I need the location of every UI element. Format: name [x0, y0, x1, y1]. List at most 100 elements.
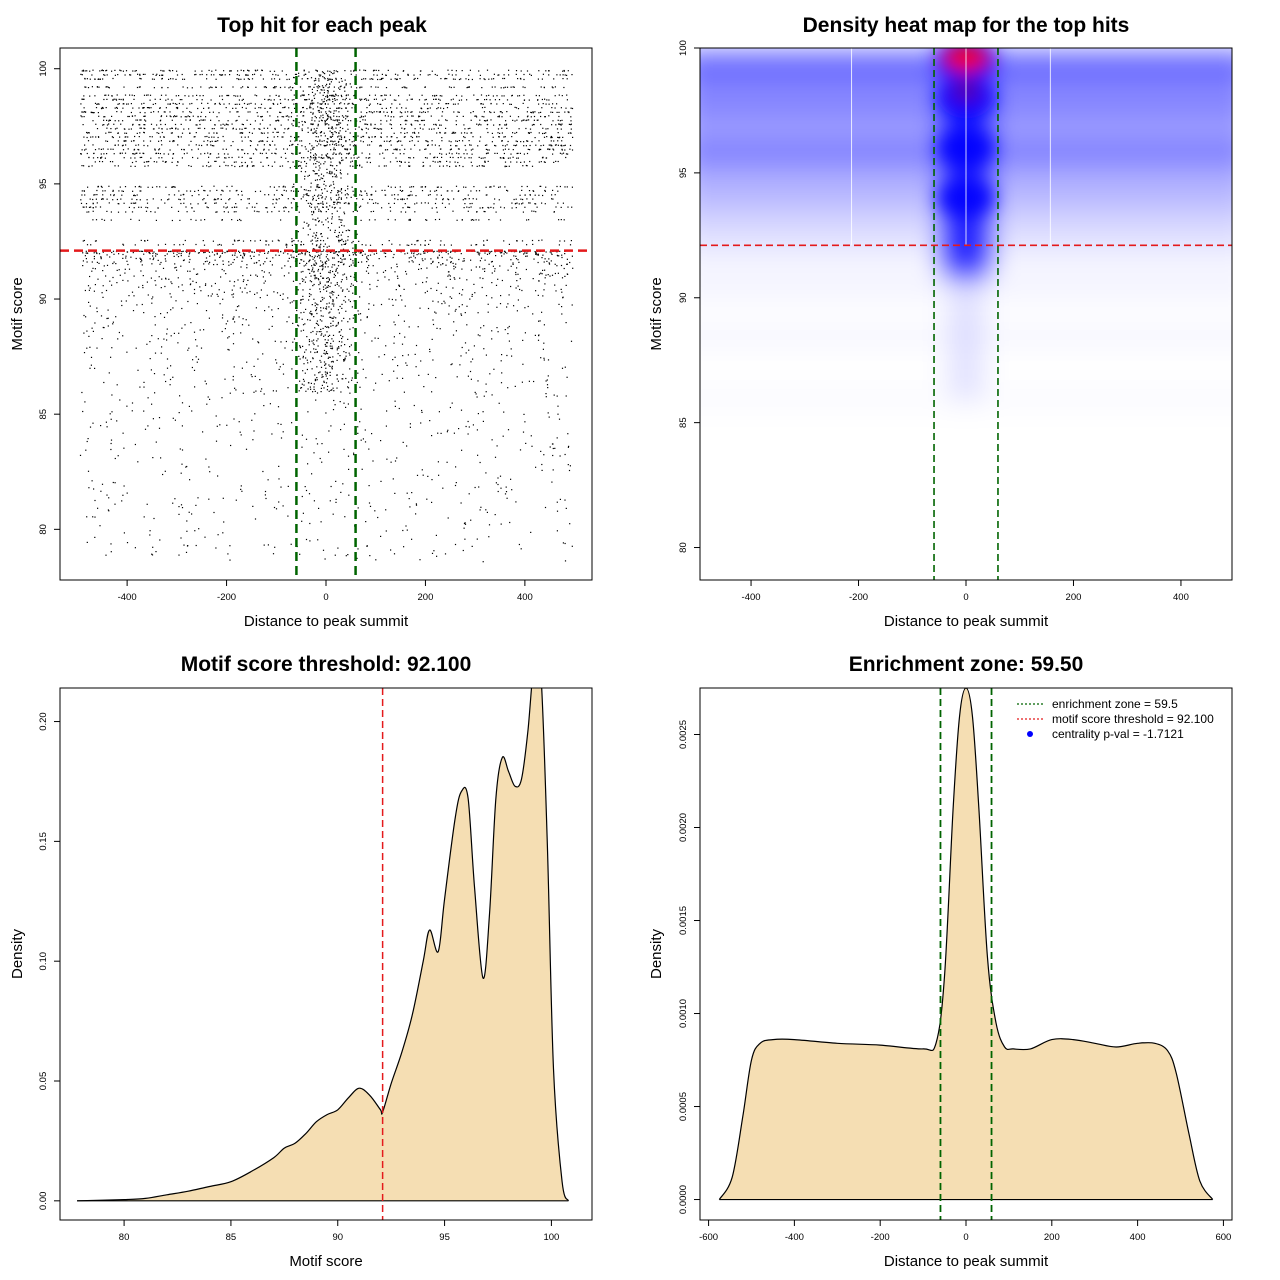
- scatter-point: [293, 103, 295, 105]
- scatter-point: [534, 194, 536, 196]
- scatter-point: [205, 116, 207, 118]
- scatter-point: [114, 457, 116, 460]
- scatter-point: [333, 276, 335, 278]
- scatter-point: [313, 95, 315, 97]
- scatter-point: [273, 206, 276, 208]
- scatter-point: [370, 211, 372, 213]
- scatter-point: [335, 70, 337, 72]
- scatter-point: [386, 149, 389, 151]
- scatter-point: [263, 282, 265, 284]
- scatter-point: [319, 140, 321, 142]
- scatter-point: [164, 255, 166, 257]
- scatter-point: [571, 304, 573, 306]
- scatter-point: [326, 202, 328, 204]
- scatter-point: [188, 165, 190, 167]
- scatter-point: [203, 252, 205, 254]
- scatter-point: [481, 286, 483, 289]
- scatter-point: [372, 460, 374, 462]
- scatter-point: [134, 202, 136, 204]
- scatter-point: [504, 145, 506, 147]
- scatter-point: [484, 211, 486, 213]
- scatter-point: [486, 69, 489, 71]
- scatter-point: [112, 323, 114, 325]
- scatter-point: [242, 124, 244, 126]
- scatter-point: [338, 132, 340, 134]
- scatter-point: [94, 194, 96, 196]
- scatter-point: [320, 251, 322, 253]
- scatter-point: [523, 119, 525, 121]
- scatter-point: [464, 157, 466, 159]
- scatter-point: [335, 174, 337, 176]
- scatter-point: [283, 106, 285, 109]
- scatter-point: [122, 279, 124, 281]
- scatter-point: [144, 428, 147, 430]
- scatter-point: [141, 264, 143, 266]
- scatter-point: [233, 161, 235, 163]
- scatter-point: [334, 95, 336, 97]
- scatter-point: [434, 161, 436, 163]
- scatter-point: [566, 376, 568, 378]
- scatter-point: [528, 99, 530, 101]
- scatter-point: [105, 107, 107, 109]
- scatter-point: [215, 547, 217, 549]
- scatter-point: [313, 102, 315, 104]
- scatter-point: [349, 98, 351, 100]
- scatter-point: [568, 445, 570, 447]
- scatter-point: [200, 219, 202, 221]
- scatter-point: [104, 74, 106, 76]
- scatter-point: [361, 359, 363, 361]
- scatter-point: [502, 144, 504, 147]
- scatter-point: [374, 94, 376, 96]
- scatter-point: [347, 321, 349, 323]
- scatter-point: [235, 309, 237, 311]
- scatter-point: [250, 240, 252, 242]
- scatter-point: [320, 107, 322, 109]
- scatter-point: [106, 264, 109, 266]
- scatter-point: [366, 194, 368, 196]
- scatter-point: [394, 73, 397, 75]
- scatter-point: [509, 115, 511, 117]
- scatter-point: [285, 157, 287, 159]
- scatter-point: [470, 161, 472, 163]
- scatter-point: [275, 359, 277, 361]
- scatter-point: [301, 446, 303, 448]
- scatter-point: [481, 207, 484, 209]
- scatter-point: [380, 480, 382, 482]
- scatter-point: [131, 402, 134, 404]
- scatter-point: [202, 431, 204, 433]
- scatter-point: [404, 336, 406, 338]
- scatter-point: [174, 267, 176, 269]
- scatter-point: [303, 111, 305, 113]
- scatter-point: [127, 115, 129, 118]
- scatter-point: [361, 152, 363, 154]
- scatter-point: [265, 86, 267, 89]
- scatter-point: [538, 132, 540, 134]
- scatter-point: [417, 240, 419, 242]
- scatter-point: [427, 307, 430, 310]
- scatter-point: [179, 199, 181, 201]
- scatter-point: [224, 252, 226, 254]
- scatter-point: [247, 279, 249, 281]
- scatter-point: [315, 189, 317, 191]
- scatter-point: [423, 386, 425, 388]
- scatter-point: [470, 361, 472, 363]
- scatter-point: [344, 79, 346, 81]
- scatter-point: [183, 78, 186, 80]
- scatter-point: [476, 165, 478, 167]
- scatter-point: [280, 437, 283, 439]
- scatter-point: [361, 194, 363, 196]
- scatter-point: [386, 136, 388, 138]
- scatter-point: [302, 345, 304, 347]
- scatter-point: [209, 141, 211, 143]
- scatter-point: [167, 87, 169, 89]
- scatter-point: [380, 119, 382, 122]
- scatter-point: [110, 131, 112, 133]
- scatter-point: [240, 199, 242, 201]
- scatter-point: [337, 71, 339, 73]
- scatter-point: [132, 202, 134, 204]
- scatter-point: [285, 243, 287, 245]
- scatter-point: [155, 152, 157, 155]
- scatter-point: [450, 261, 452, 263]
- scatter-point: [532, 278, 534, 280]
- scatter-point: [323, 98, 326, 100]
